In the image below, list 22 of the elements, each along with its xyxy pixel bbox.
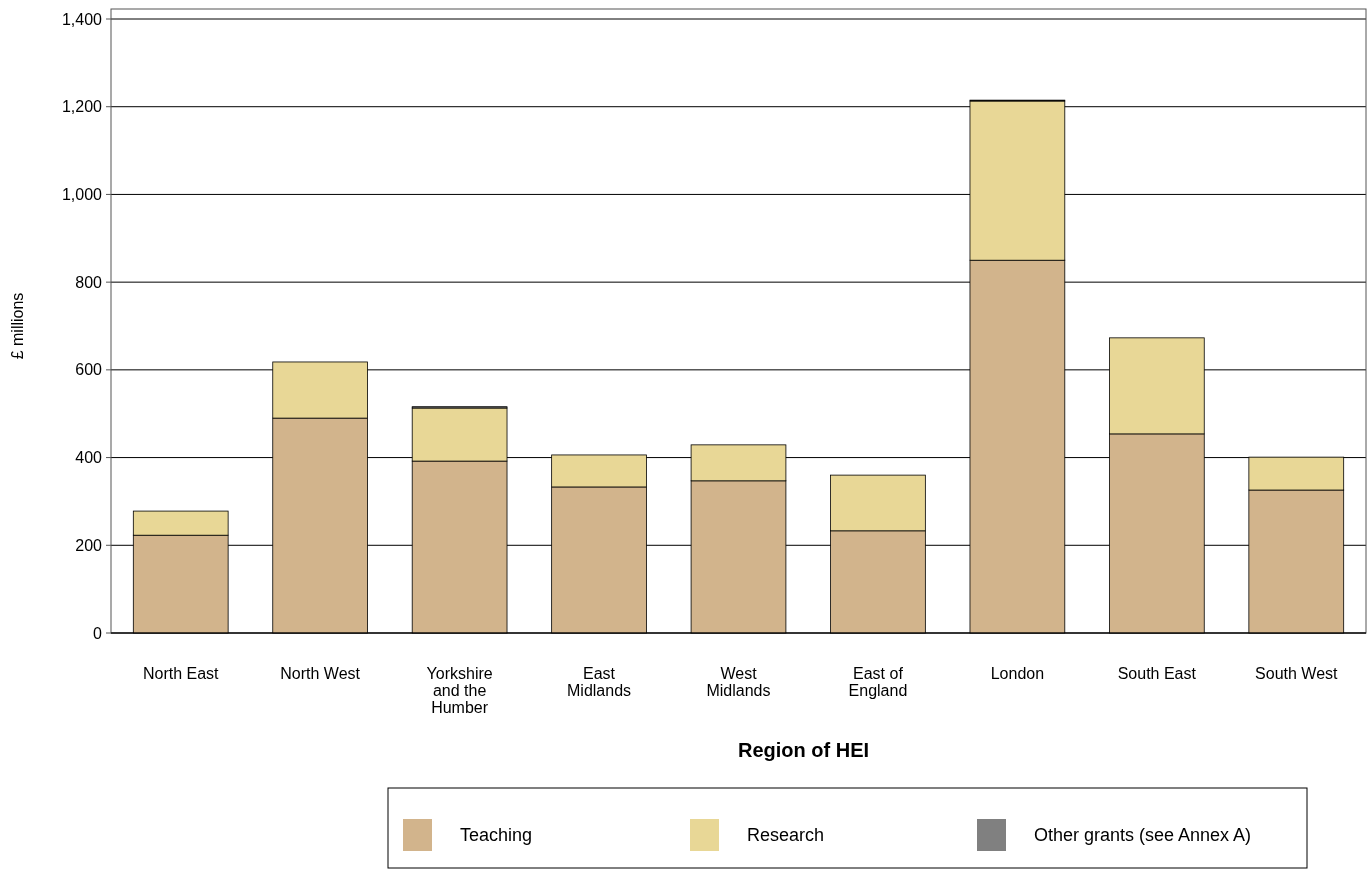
x-tick-label: North East: [142, 665, 220, 682]
x-tick-label: Yorkshire and the Humber: [426, 665, 493, 716]
x-axis-title: Region of HEI: [737, 739, 870, 761]
x-tick-label: West Midlands: [706, 665, 771, 699]
legend-label: Other grants (see Annex A): [1034, 825, 1252, 846]
y-tick-label: 1,000: [61, 186, 103, 204]
x-tick-label: London: [990, 665, 1045, 682]
x-tick-label: North West: [280, 665, 361, 682]
y-tick-label: 0: [93, 624, 103, 642]
y-tick-label: 1,400: [61, 10, 103, 28]
x-tick-label: East Midlands: [567, 665, 632, 699]
y-tick-label: 400: [75, 449, 103, 467]
x-tick-label: South East: [1117, 665, 1197, 682]
y-tick-label: 1,200: [61, 98, 103, 116]
legend-label: Teaching: [460, 825, 533, 846]
y-tick-label: 200: [75, 536, 103, 554]
legend-label: Research: [747, 825, 825, 846]
x-tick-label: South West: [1255, 665, 1339, 682]
y-tick-label: 600: [75, 361, 103, 379]
y-axis-title: £ millions: [9, 292, 26, 360]
x-tick-label: East of England: [848, 665, 908, 699]
y-tick-label: 800: [75, 273, 103, 291]
